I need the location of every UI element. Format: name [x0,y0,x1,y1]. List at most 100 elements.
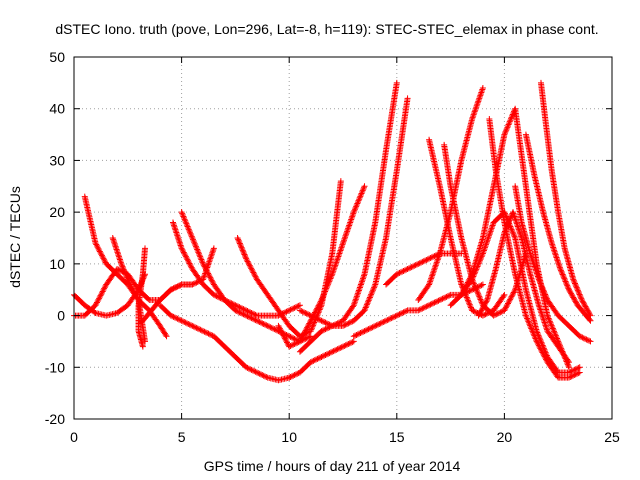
data-point [294,339,301,346]
data-point [129,286,136,293]
data-point [560,272,567,279]
data-point [349,303,356,310]
data-point [243,255,250,262]
data-point [283,338,290,345]
data-point [259,372,266,379]
data-point [175,316,182,323]
data-point [326,350,333,357]
data-point [475,96,482,103]
data-point [291,335,298,342]
data-point [311,314,318,321]
data-point [477,92,484,99]
data-point [345,341,352,348]
data-point [526,321,533,328]
data-point [187,263,194,270]
series-arc-26 [512,183,594,345]
data-point [249,268,256,275]
data-point [350,210,357,217]
data-point [358,329,365,336]
data-point [305,334,312,341]
data-point [510,289,517,296]
data-point [424,256,431,263]
data-point [571,297,578,304]
data-point [341,322,348,329]
data-point [233,302,240,309]
data-point [260,320,267,327]
data-point [557,266,564,273]
data-point [401,267,408,274]
data-point [464,280,471,287]
data-point [248,315,255,322]
x-tick-label: 10 [281,429,297,445]
data-point [96,293,103,300]
data-point [411,262,418,269]
data-point [287,333,294,340]
data-point [236,309,243,316]
data-point [585,308,592,315]
data-point [236,240,243,247]
data-point [186,321,193,328]
data-point [96,247,103,254]
data-point [467,287,474,294]
data-point [101,256,108,263]
data-point [196,252,203,259]
data-point [535,342,542,349]
data-point [542,291,549,298]
data-point [458,281,465,288]
data-point [323,285,330,292]
data-point [287,306,294,313]
data-point [335,345,342,352]
data-point [294,303,301,310]
data-point [98,289,105,296]
data-point [171,284,178,291]
data-point [240,311,247,318]
data-point [528,325,535,332]
data-point [572,281,579,288]
data-point [439,295,446,302]
data-point [472,105,479,112]
data-point [252,273,259,280]
data-point [505,220,512,227]
data-point [338,243,345,250]
data-point [321,352,328,359]
data-point [240,250,247,257]
data-point [576,290,583,297]
data-point [93,241,100,248]
data-point [180,248,187,255]
data-point [283,308,290,315]
data-point [247,309,254,316]
data-point [353,331,360,338]
data-point [350,302,357,309]
data-point [208,251,215,258]
data-point [319,295,326,302]
data-point [94,244,101,251]
data-point [201,263,208,270]
data-point [477,296,484,303]
data-point [510,290,517,297]
data-point [322,319,329,326]
data-point [122,270,129,277]
series-arc-11 [275,183,368,350]
data-point [578,297,585,304]
data-point [323,284,330,291]
data-point [559,270,566,277]
data-point [471,108,478,115]
data-point [561,275,568,282]
data-point [491,311,498,318]
data-point [565,369,572,376]
data-point [314,315,321,322]
data-point [101,285,108,292]
data-point [124,276,131,283]
data-point [354,290,361,297]
data-point [569,372,576,379]
data-point [99,288,106,295]
data-point [357,330,364,337]
data-point [284,339,291,346]
data-point [194,325,201,332]
data-point [466,275,473,282]
data-point [307,359,314,366]
series-arc-23 [475,209,572,366]
data-point [171,314,178,321]
data-point [189,235,196,241]
data-point [370,285,377,292]
